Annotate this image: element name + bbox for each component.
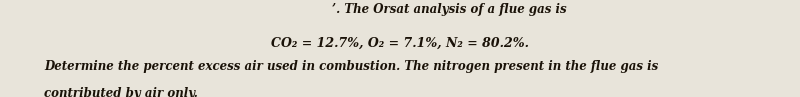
Text: ’. The Orsat analysis of a flue gas is: ’. The Orsat analysis of a flue gas is (332, 3, 566, 16)
Text: Determine the percent excess air used in combustion. The nitrogen present in the: Determine the percent excess air used in… (44, 60, 658, 73)
Text: contributed by air only.: contributed by air only. (44, 87, 198, 97)
Text: CO₂ = 12.7%, O₂ = 7.1%, N₂ = 80.2%.: CO₂ = 12.7%, O₂ = 7.1%, N₂ = 80.2%. (271, 37, 529, 50)
